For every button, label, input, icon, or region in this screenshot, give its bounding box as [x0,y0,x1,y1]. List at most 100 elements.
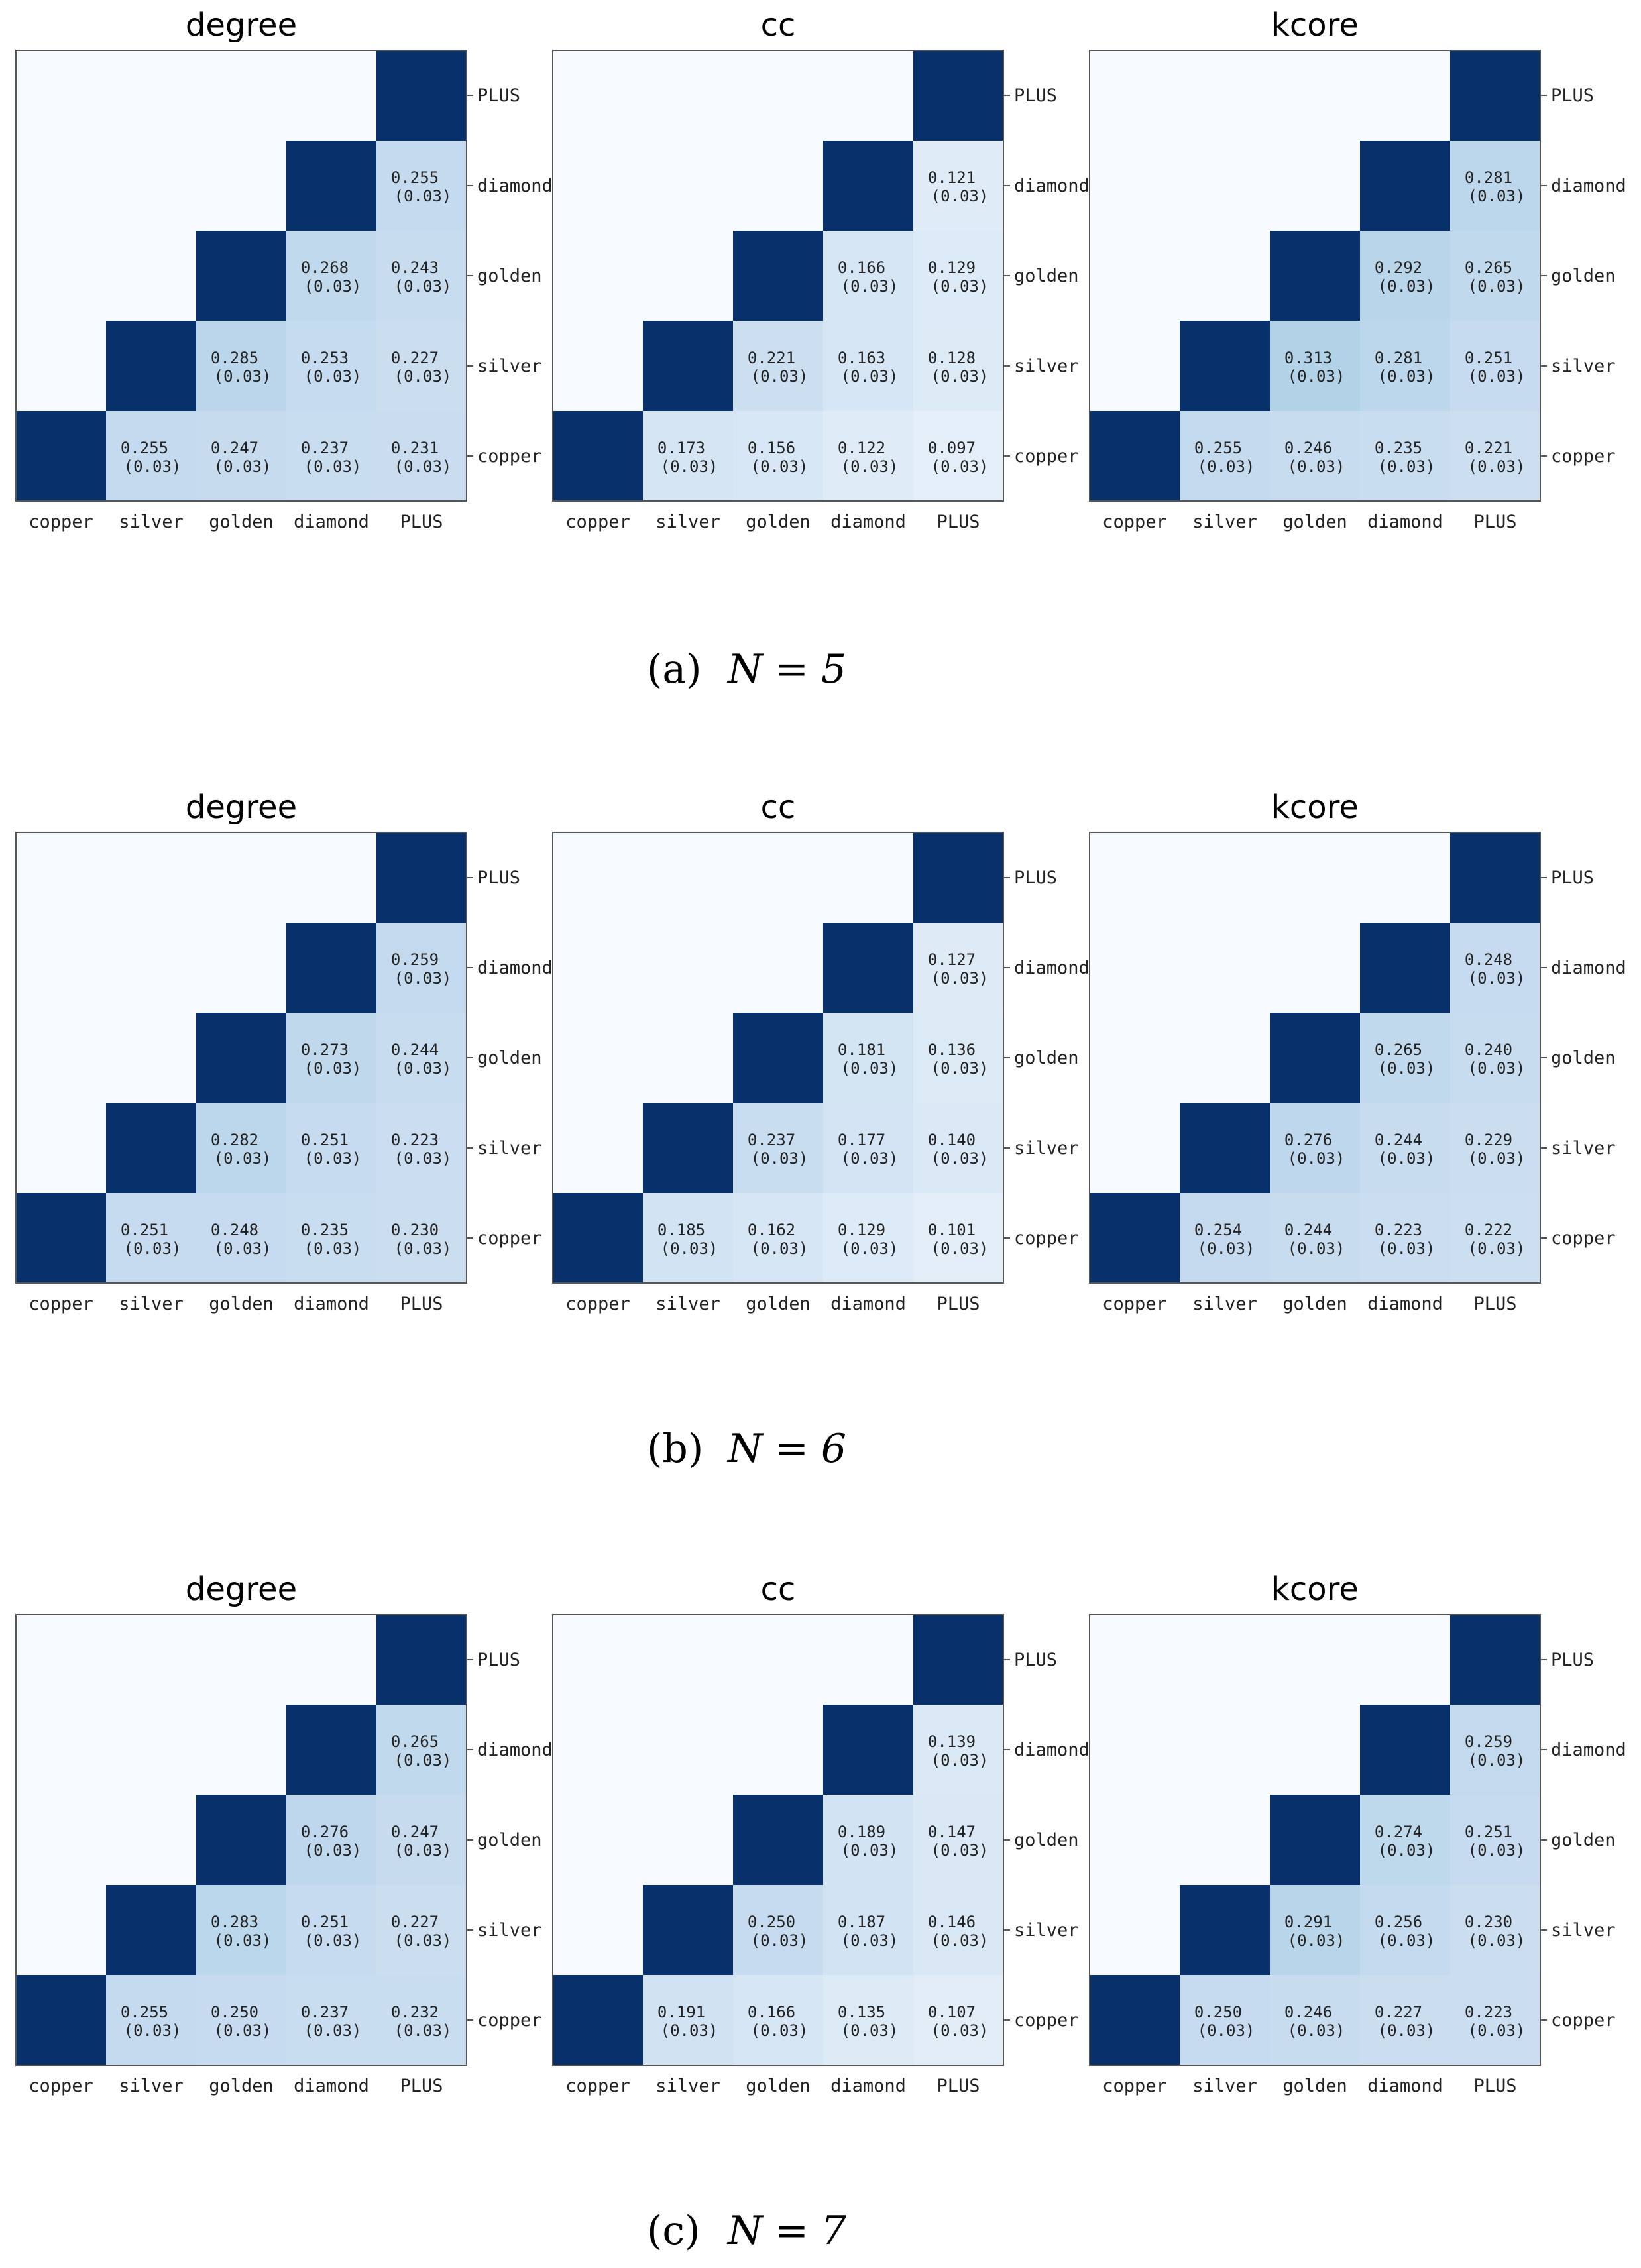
y-tick-label: copper [1551,2010,1616,2031]
heatmap-cell [913,1103,1003,1193]
heatmap-cell [733,411,823,501]
cell-std: (0.03) [841,1931,899,1950]
x-tick-label: PLUS [936,2076,980,2096]
x-tick-label: diamond [1367,2076,1443,2096]
heatmap-cell [1450,1705,1540,1795]
y-tick-label: PLUS [1014,1650,1057,1670]
heatmap-cell [1360,411,1450,501]
cell-std: (0.03) [304,1841,362,1860]
heatmap-cell [1270,411,1360,501]
y-tick-label: copper [1014,1228,1079,1249]
cell-value: 0.276 [301,1823,349,1841]
diagonal-cell [643,1885,733,1975]
heatmap-cell [913,411,1003,501]
cell-std: (0.03) [931,457,989,476]
y-tick-label: diamond [477,1740,553,1760]
cell-std: (0.03) [1468,1059,1526,1078]
cell-std: (0.03) [394,277,452,296]
heatmap-cell [1450,1885,1540,1975]
cell-value: 0.187 [838,1913,885,1931]
panel-title: cc [761,1571,796,1608]
diagonal-cell [196,231,286,321]
caption-label: (b) [647,1426,703,1472]
cell-value: 0.122 [838,439,885,457]
cell-std: (0.03) [304,2021,362,2040]
heatmap-cell [196,1885,286,1975]
y-tick-label: golden [1014,1830,1079,1850]
cell-std: (0.03) [841,457,899,476]
diagonal-cell [1360,141,1450,231]
cell-std: (0.03) [931,277,989,296]
caption-math: N = 6 [726,1426,846,1472]
panel-title: degree [186,789,297,826]
x-tick-label: golden [1282,2076,1347,2096]
cell-std: (0.03) [1468,1751,1526,1770]
cell-std: (0.03) [931,1059,989,1078]
cell-value: 0.256 [1375,1913,1422,1931]
cell-value: 0.232 [391,2003,439,2021]
diagonal-cell [196,1013,286,1103]
panel-title: kcore [1271,7,1359,44]
x-tick-label: diamond [1367,1294,1443,1314]
cell-value: 0.101 [928,1221,976,1239]
x-tick-label: copper [28,2076,93,2096]
y-tick-label: golden [1551,1830,1616,1850]
cell-std: (0.03) [1198,1239,1255,1258]
cell-value: 0.166 [838,258,885,277]
heatmap-degree-n5: degree0.255(0.03)0.247(0.03)0.237(0.03)0… [15,7,553,532]
cell-value: 0.247 [391,1823,439,1841]
y-tick-label: PLUS [477,1650,520,1670]
cell-std: (0.03) [661,457,718,476]
caption-math: N = 5 [726,646,846,693]
heatmap-cell [913,1705,1003,1795]
cell-value: 0.121 [928,168,976,187]
diagonal-cell [553,1193,643,1283]
cell-std: (0.03) [1198,457,1255,476]
cell-value: 0.221 [748,349,795,367]
diagonal-cell [1360,923,1450,1013]
heatmap-cell [1270,1103,1360,1193]
x-tick-label: diamond [1367,512,1443,532]
cell-std: (0.03) [1468,277,1526,296]
diagonal-cell [1180,1885,1270,1975]
heatmap-cell [376,1795,467,1885]
heatmap-cc-n7: cc0.191(0.03)0.166(0.03)0.135(0.03)0.107… [552,1571,1090,2096]
heatmap-cell [823,231,913,321]
cell-value: 0.097 [928,439,976,457]
diagonal-cell [106,321,196,411]
cell-value: 0.268 [301,258,349,277]
cell-std: (0.03) [751,1239,809,1258]
cell-value: 0.255 [121,439,168,457]
diagonal-cell [643,321,733,411]
cell-value: 0.246 [1284,2003,1332,2021]
heatmap-cell [196,321,286,411]
heatmap-cell [913,1795,1003,1885]
heatmap-cell [913,1975,1003,2065]
heatmap-cell [1450,141,1540,231]
panel-title: cc [761,789,796,826]
cell-value: 0.229 [1465,1131,1512,1149]
cell-std: (0.03) [1468,1149,1526,1168]
heatmap-cell [913,1193,1003,1283]
y-tick-label: diamond [1014,1740,1090,1760]
cell-std: (0.03) [841,277,899,296]
cell-value: 0.235 [301,1221,349,1239]
cell-value: 0.235 [1375,439,1422,457]
y-tick-label: PLUS [1014,868,1057,888]
diagonal-cell [1450,1615,1540,1705]
x-tick-label: copper [565,1294,630,1314]
cell-value: 0.250 [211,2003,258,2021]
cell-std: (0.03) [304,1239,362,1258]
heatmap-degree-n7: degree0.255(0.03)0.250(0.03)0.237(0.03)0… [15,1571,553,2096]
cell-value: 0.135 [838,2003,885,2021]
cell-value: 0.162 [748,1221,795,1239]
heatmap-cell [1450,1013,1540,1103]
cell-std: (0.03) [931,1149,989,1168]
y-tick-label: diamond [1014,176,1090,196]
cell-value: 0.244 [391,1041,439,1059]
cell-std: (0.03) [394,2021,452,2040]
heatmap-cell [733,1193,823,1283]
cell-value: 0.251 [301,1913,349,1931]
cell-std: (0.03) [1198,2021,1255,2040]
heatmap-cell [286,1885,376,1975]
